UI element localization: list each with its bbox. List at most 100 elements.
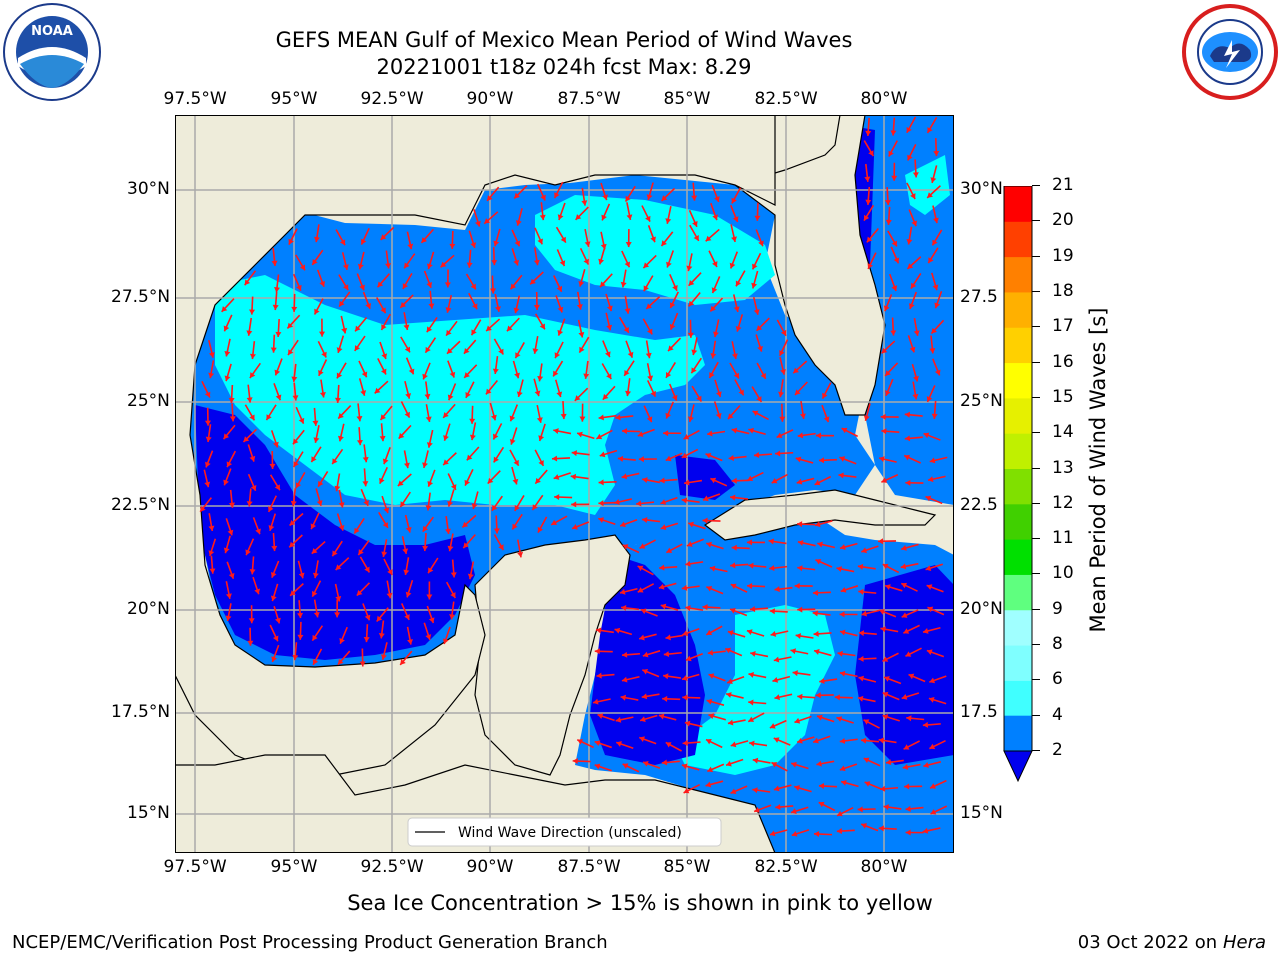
wind-arrow xyxy=(313,298,324,315)
wind-arrow xyxy=(906,182,916,200)
wind-arrow xyxy=(424,381,431,400)
wind-arrow xyxy=(509,274,523,290)
wind-arrow xyxy=(447,473,457,491)
wind-arrow xyxy=(553,428,572,435)
wind-arrow xyxy=(796,477,815,485)
colorbar-tick-mark xyxy=(1032,538,1040,540)
wind-arrow xyxy=(926,584,944,593)
wind-arrow xyxy=(222,424,236,440)
wind-arrow xyxy=(443,423,451,442)
wind-arrow xyxy=(378,511,389,529)
wind-arrow xyxy=(794,715,812,724)
wind-arrow xyxy=(336,335,345,354)
wind-arrow xyxy=(223,535,231,554)
wind-arrow xyxy=(922,721,941,728)
wind-arrow xyxy=(292,382,299,401)
wind-arrow xyxy=(311,249,324,266)
wind-arrow xyxy=(292,451,304,468)
wind-arrow xyxy=(685,605,704,612)
wind-arrow xyxy=(554,341,564,359)
wind-arrow xyxy=(658,582,677,590)
wind-arrow xyxy=(621,250,631,268)
wind-arrow xyxy=(930,805,948,815)
colorbar-tick-mark xyxy=(1032,644,1040,646)
wind-arrow xyxy=(860,823,879,832)
colorbar-tick-label: 12 xyxy=(1052,492,1074,513)
wind-arrow xyxy=(464,469,474,486)
wind-arrow xyxy=(578,269,586,287)
wind-arrow xyxy=(617,455,636,462)
wind-arrow xyxy=(625,378,632,397)
wind-arrow xyxy=(706,698,725,706)
wind-arrow xyxy=(861,609,880,617)
wind-arrow xyxy=(681,497,700,504)
wind-arrow xyxy=(427,469,436,487)
wind-arrow xyxy=(711,184,720,203)
wind-arrow xyxy=(731,544,750,551)
wind-arrow xyxy=(310,446,322,463)
wind-arrow xyxy=(685,652,703,662)
colorbar-tick-label: 18 xyxy=(1052,280,1074,301)
colorbar-tick-label: 14 xyxy=(1052,422,1074,443)
wind-arrow xyxy=(334,473,341,492)
wind-arrow xyxy=(557,318,566,336)
wind-arrow xyxy=(274,274,280,293)
wind-arrow xyxy=(598,246,606,265)
wind-arrow xyxy=(641,517,661,523)
wind-arrow xyxy=(683,783,700,794)
wind-arrow xyxy=(311,580,322,598)
wind-arrow xyxy=(380,226,395,241)
wind-arrow xyxy=(399,491,411,508)
wind-arrow xyxy=(746,471,764,482)
wind-arrow xyxy=(267,495,278,513)
colorbar xyxy=(1000,185,1040,786)
wind-arrow xyxy=(514,495,525,512)
wind-arrow xyxy=(838,472,857,479)
wind-arrow xyxy=(818,783,837,790)
wind-arrow xyxy=(839,456,857,465)
wind-arrow xyxy=(749,740,768,747)
colorbar-segment xyxy=(1004,433,1032,469)
wind-arrow xyxy=(223,314,233,332)
wind-arrow xyxy=(881,340,896,354)
wind-arrow xyxy=(884,187,891,206)
colorbar-tick-label: 4 xyxy=(1052,704,1063,725)
wind-arrow xyxy=(295,406,305,425)
wind-arrow xyxy=(688,521,706,530)
colorbar-tick-mark xyxy=(1032,467,1040,469)
wind-arrow xyxy=(775,450,794,457)
wind-arrow xyxy=(571,521,590,530)
wind-arrow xyxy=(403,557,410,576)
wind-arrow xyxy=(705,452,723,462)
wind-arrow xyxy=(725,692,744,699)
wind-arrow xyxy=(310,512,320,530)
lon-tick-top: 92.5°W xyxy=(360,89,424,109)
wind-arrow xyxy=(878,456,897,463)
wind-arrow xyxy=(248,605,255,624)
wind-arrow xyxy=(386,580,393,599)
wind-arrow xyxy=(730,583,748,593)
wind-arrow xyxy=(532,335,539,354)
lon-tick-top: 97.5°W xyxy=(163,89,227,109)
wind-arrow xyxy=(932,358,941,376)
wind-arrow xyxy=(713,319,720,338)
colorbar-tick-mark xyxy=(1032,750,1040,751)
wind-arrow xyxy=(776,319,787,337)
lon-tick-top: 80°W xyxy=(860,89,908,109)
wind-arrow xyxy=(399,650,413,666)
wind-arrow xyxy=(685,560,704,567)
wind-arrow xyxy=(661,187,676,202)
wind-arrow xyxy=(857,695,876,703)
wind-arrow xyxy=(623,360,635,377)
wind-arrow xyxy=(686,253,693,272)
wind-arrow xyxy=(465,381,475,399)
wind-arrow xyxy=(755,334,763,352)
wind-arrow xyxy=(643,405,653,423)
wind-arrow xyxy=(597,713,615,722)
wind-arrow xyxy=(594,763,612,772)
wind-arrow xyxy=(794,381,808,396)
wind-arrow xyxy=(926,185,941,199)
wind-arrow xyxy=(881,474,899,483)
wind-arrow xyxy=(571,450,590,457)
wind-arrow xyxy=(907,335,916,353)
